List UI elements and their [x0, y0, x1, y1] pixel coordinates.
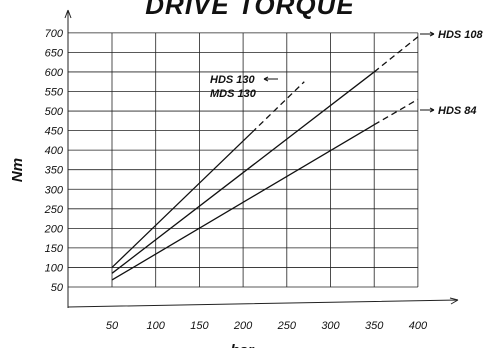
y-tick-label: 200: [44, 223, 64, 235]
series-line-solid-0: [111, 132, 253, 268]
y-tick-label: 650: [45, 47, 64, 59]
series-line-dashed-0: [251, 81, 305, 134]
x-tick-label: 400: [409, 320, 428, 332]
series-line-dashed-2: [373, 98, 419, 126]
series-line-solid-2: [111, 124, 375, 281]
series-line-solid-1: [111, 71, 375, 274]
y-tick-label: 50: [51, 282, 64, 294]
y-tick-label: 350: [45, 165, 64, 177]
x-tick-label: 300: [321, 320, 340, 332]
y-tick-label: 100: [45, 262, 64, 274]
label-mds-130: MDS 130: [210, 88, 257, 100]
y-axis-label: Nm: [9, 158, 26, 182]
y-axis: [64, 9, 72, 308]
arrow-hds-108: [420, 31, 435, 37]
chart-title: DRIVE TORQUE: [145, 0, 354, 20]
label-hds-108: HDS 108: [438, 29, 484, 41]
y-tick-label: 700: [45, 28, 64, 40]
x-tick-label: 150: [190, 320, 209, 332]
x-tick-labels: 50 100 150 200 250 300 350 400: [106, 320, 428, 332]
y-tick-label: 400: [45, 145, 64, 157]
series-line-dashed-1: [373, 36, 419, 73]
y-tick-labels: 50 100 150 200 250 300 350 400 450 500 550 600 650 70…: [44, 28, 64, 294]
x-tick-label: 100: [147, 320, 166, 332]
x-axis: [67, 297, 459, 308]
x-axis-label: bar: [230, 342, 255, 348]
y-tick-label: 500: [45, 106, 64, 118]
y-tick-label: 600: [45, 67, 64, 79]
label-hds-130: HDS 130: [210, 74, 256, 86]
axes: [64, 9, 459, 308]
y-tick-label: 250: [44, 204, 64, 216]
arrow-hds-84: [420, 107, 435, 113]
x-tick-label: 350: [365, 320, 384, 332]
x-tick-label: 200: [233, 320, 253, 332]
series-lines: [111, 36, 419, 281]
y-tick-label: 550: [45, 87, 64, 99]
x-tick-label: 50: [106, 320, 119, 332]
arrow-hds-130: [263, 76, 278, 82]
y-tick-label: 150: [45, 243, 64, 255]
y-tick-label: 300: [45, 184, 64, 196]
label-hds-84: HDS 84: [438, 105, 477, 117]
y-tick-label: 450: [45, 126, 64, 138]
grid: [68, 32, 419, 288]
x-tick-label: 250: [277, 320, 297, 332]
